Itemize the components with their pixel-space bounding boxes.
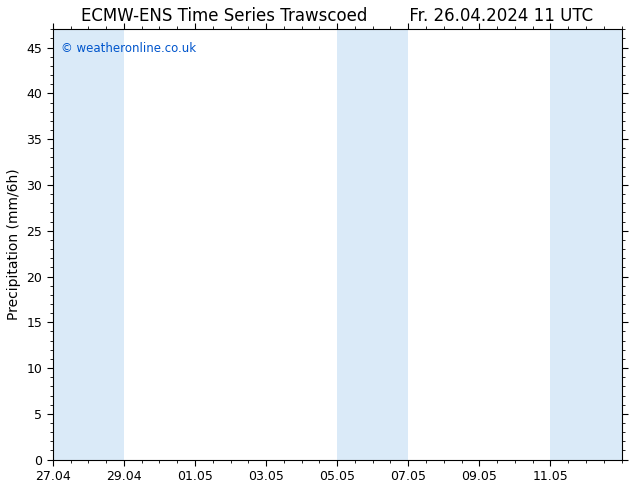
Bar	[53, 29, 88, 460]
Bar	[586, 29, 621, 460]
Bar	[373, 29, 408, 460]
Bar	[550, 29, 586, 460]
Bar	[337, 29, 373, 460]
Text: © weatheronline.co.uk: © weatheronline.co.uk	[61, 42, 197, 55]
Title: ECMW-ENS Time Series Trawscoed        Fr. 26.04.2024 11 UTC: ECMW-ENS Time Series Trawscoed Fr. 26.04…	[81, 7, 593, 25]
Y-axis label: Precipitation (mm/6h): Precipitation (mm/6h)	[7, 169, 21, 320]
Bar	[88, 29, 124, 460]
